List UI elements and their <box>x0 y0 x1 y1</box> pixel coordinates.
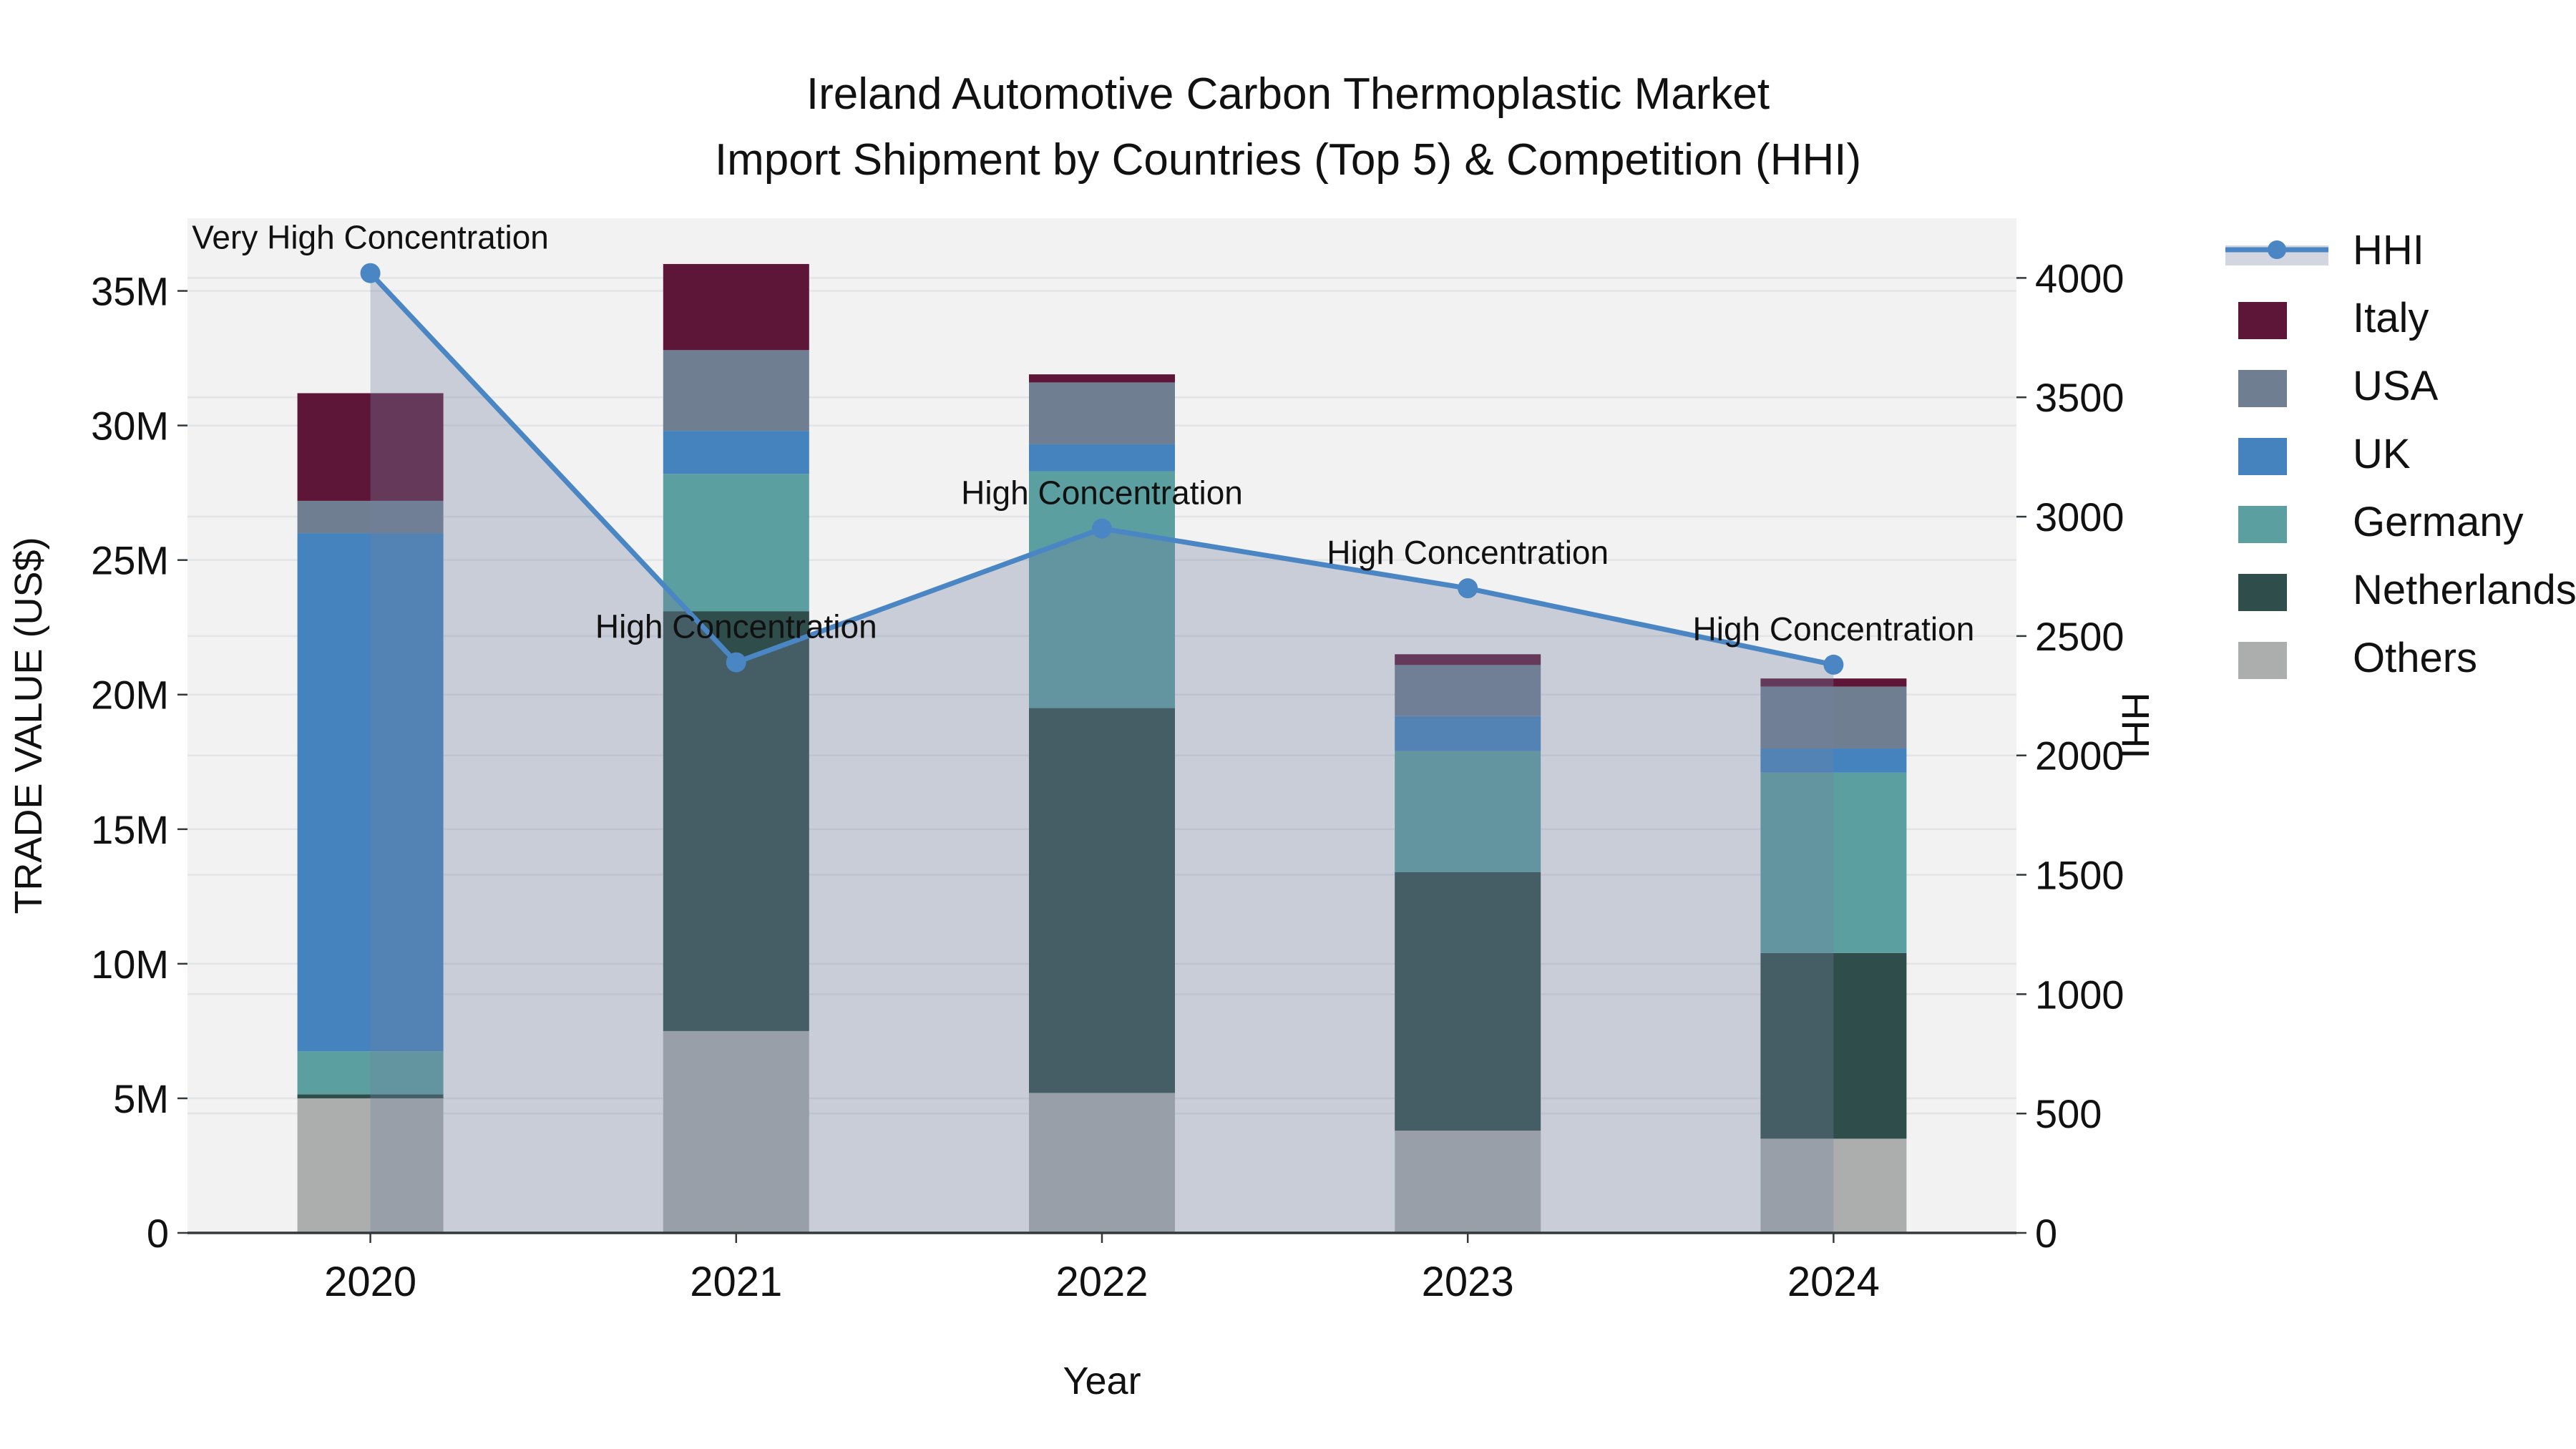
left-tick-label: 5M <box>113 1076 169 1121</box>
bar-segment-germany-2024 <box>1760 772 1907 953</box>
bar-segment-netherlands-2024 <box>1760 952 1907 1139</box>
bar-segment-germany-2022 <box>1029 471 1175 708</box>
annotation-2023: High Concentration <box>1327 534 1609 571</box>
left-tick-label: 20M <box>91 673 169 718</box>
annotations: Very High Concentration High Concentratio… <box>192 219 1974 648</box>
hhi-marker-2023 <box>1458 578 1478 599</box>
legend-swatch-uk <box>2238 438 2287 475</box>
left-tick-label: 15M <box>91 807 169 852</box>
bar-segment-italy-2020 <box>297 393 444 501</box>
hhi-marker-2020 <box>360 263 381 283</box>
legend-swatch-usa <box>2238 370 2287 407</box>
left-tick-label: 0 <box>147 1211 169 1256</box>
bar-segment-usa-2024 <box>1760 686 1907 748</box>
bar-segment-others-2021 <box>663 1030 809 1233</box>
left-tick-label: 25M <box>91 538 169 583</box>
legend-label-uk: UK <box>2353 431 2411 477</box>
right-tick-label: 2500 <box>2035 614 2124 659</box>
bar-segment-germany-2023 <box>1395 751 1541 872</box>
x-axis-label: Year <box>1063 1360 1141 1402</box>
annotation-2021: High Concentration <box>595 608 877 645</box>
bar-segment-italy-2023 <box>1395 654 1541 665</box>
hhi-area <box>370 273 1834 1234</box>
right-tick-label: 3500 <box>2035 375 2124 420</box>
bar-segment-usa-2020 <box>297 500 444 534</box>
legend-label-hhi: HHI <box>2353 227 2424 273</box>
x-tick-label-2021: 2021 <box>690 1259 782 1305</box>
bar-segment-italy-2024 <box>1760 678 1907 687</box>
x-tick-label-2020: 2020 <box>324 1259 416 1305</box>
stacked-bars <box>297 263 1907 1233</box>
bar-segment-usa-2022 <box>1029 382 1175 444</box>
bar-segment-netherlands-2023 <box>1395 872 1541 1131</box>
bar-segment-uk-2021 <box>663 431 809 474</box>
bar-segment-others-2022 <box>1029 1093 1175 1233</box>
bar-segment-others-2023 <box>1395 1131 1541 1233</box>
legend-swatch-italy <box>2238 302 2287 339</box>
bar-segment-uk-2020 <box>297 533 444 1052</box>
annotation-2024: High Concentration <box>1693 610 1975 648</box>
legend-hhi-marker <box>2268 240 2286 259</box>
bar-segment-italy-2022 <box>1029 374 1175 383</box>
legend-swatch-germany <box>2238 506 2287 543</box>
right-tick-label: 0 <box>2035 1211 2057 1256</box>
y-axis-label-left: TRADE VALUE (US$) <box>7 537 50 914</box>
hhi-marker-2021 <box>726 652 746 673</box>
bar-segment-netherlands-2021 <box>663 611 809 1031</box>
left-tick-label: 30M <box>91 404 169 449</box>
legend-label-netherlands: Netherlands <box>2353 567 2576 613</box>
bar-segment-others-2020 <box>297 1098 444 1233</box>
bar-segment-uk-2022 <box>1029 444 1175 472</box>
legend-swatch-others <box>2238 642 2287 679</box>
left-tick-label: 10M <box>91 942 169 987</box>
legend-label-usa: USA <box>2353 363 2439 409</box>
right-tick-label: 4000 <box>2035 255 2124 301</box>
bar-segment-others-2024 <box>1760 1138 1907 1233</box>
legend-label-italy: Italy <box>2353 295 2429 341</box>
legend-label-others: Others <box>2353 635 2477 681</box>
hhi-marker-2022 <box>1092 518 1112 539</box>
x-tick-label-2022: 2022 <box>1055 1259 1148 1305</box>
right-tick-label: 500 <box>2035 1091 2102 1136</box>
annotation-2022: High Concentration <box>961 474 1243 512</box>
legend: HHI Italy USA UK Germany Netherlands Others <box>2225 227 2576 681</box>
chart-title-line2: Import Shipment by Countries (Top 5) & C… <box>715 135 1861 185</box>
right-tick-label: 3000 <box>2035 494 2124 540</box>
left-tick-label: 35M <box>91 269 169 314</box>
bar-segment-netherlands-2020 <box>297 1094 444 1098</box>
hhi-marker-2024 <box>1823 654 1844 675</box>
x-tick-label-2024: 2024 <box>1787 1259 1880 1305</box>
right-tick-label: 1500 <box>2035 853 2124 898</box>
legend-swatch-netherlands <box>2238 574 2287 611</box>
bar-segment-italy-2021 <box>663 263 809 351</box>
bar-segment-germany-2021 <box>663 474 809 612</box>
bar-segment-uk-2023 <box>1395 716 1541 751</box>
bar-segment-uk-2024 <box>1760 748 1907 773</box>
hhi-line-series <box>360 263 1844 675</box>
axes: 0 5M 10M 15M 20M 25M 30M 35M 0 500 1000 1500 2000 250… <box>91 255 2124 1305</box>
bar-segment-usa-2023 <box>1395 665 1541 716</box>
bar-segment-netherlands-2022 <box>1029 708 1175 1093</box>
right-tick-label: 1000 <box>2035 972 2124 1017</box>
y-axis-label-right: HHI <box>2114 693 2157 759</box>
bar-segment-usa-2021 <box>663 350 809 431</box>
x-tick-label-2023: 2023 <box>1422 1259 1514 1305</box>
right-tick-label: 2000 <box>2035 733 2124 779</box>
hhi-area-fill <box>370 273 1834 1234</box>
chart-title-line1: Ireland Automotive Carbon Thermoplastic … <box>806 69 1770 119</box>
bar-segment-germany-2020 <box>297 1051 444 1095</box>
annotation-2020: Very High Concentration <box>192 219 549 256</box>
legend-label-germany: Germany <box>2353 499 2524 545</box>
